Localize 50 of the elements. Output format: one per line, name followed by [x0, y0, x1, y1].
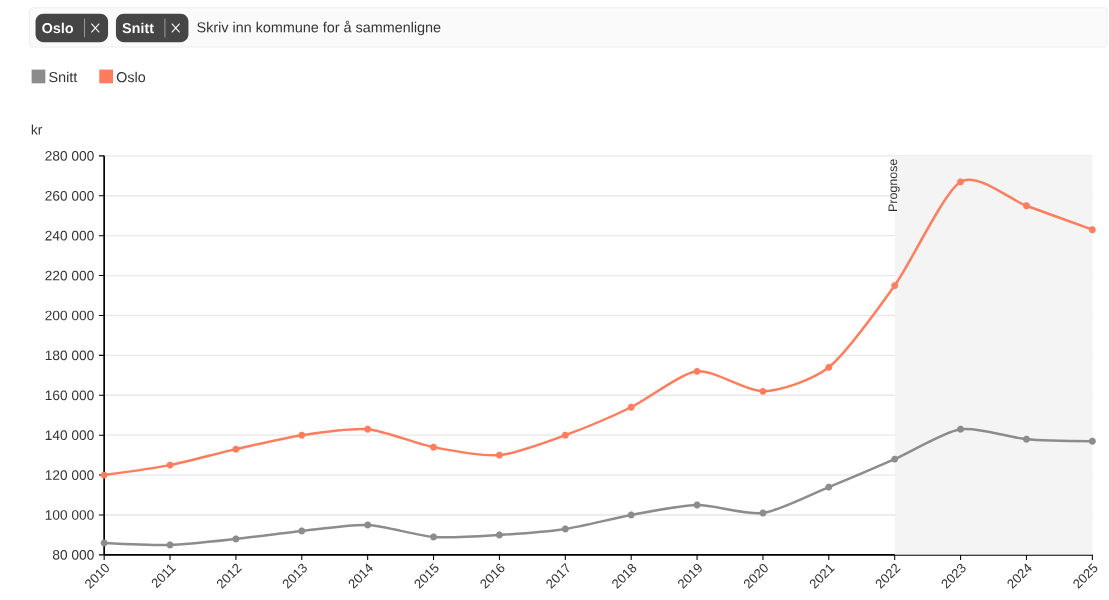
point	[957, 425, 965, 433]
point	[166, 541, 174, 549]
point	[364, 521, 372, 529]
y-tick-label: 280 000	[45, 151, 94, 161]
band-label: Prognose	[888, 159, 900, 211]
y-tick-label: 120 000	[45, 470, 94, 480]
y-tick-label: 180 000	[45, 350, 94, 361]
point	[100, 471, 108, 479]
point	[957, 178, 965, 186]
text: Oslo	[42, 22, 74, 34]
point	[627, 511, 635, 519]
point	[100, 539, 108, 547]
point	[232, 535, 240, 543]
point	[166, 461, 174, 469]
point	[1088, 437, 1096, 445]
y-tick-label: 140 000	[45, 430, 94, 441]
point	[825, 483, 833, 491]
legend-label: Oslo	[116, 71, 146, 83]
point	[825, 363, 833, 371]
legend-label: Snitt	[49, 71, 78, 83]
point	[891, 282, 899, 290]
point	[693, 367, 701, 375]
point	[232, 445, 240, 453]
point	[298, 431, 306, 439]
point	[627, 403, 635, 411]
point	[495, 451, 503, 459]
point	[1022, 202, 1030, 210]
point	[1022, 435, 1030, 443]
y-tick-label: 160 000	[45, 390, 94, 401]
y-tick-label: 260 000	[45, 190, 94, 201]
point	[891, 455, 899, 463]
point	[298, 527, 306, 535]
point	[430, 443, 438, 451]
point	[561, 525, 569, 533]
text: Snitt	[122, 22, 154, 34]
y-tick-label: 240 000	[45, 230, 94, 241]
point	[561, 431, 569, 439]
point	[364, 425, 372, 433]
point	[495, 531, 503, 539]
y-tick-label: 220 000	[45, 270, 94, 281]
point	[1088, 226, 1096, 234]
point	[693, 501, 701, 509]
text: Skriv inn kommune for å sammenligne	[197, 20, 441, 36]
point	[430, 533, 438, 541]
y-tick-label: 100 000	[45, 510, 94, 520]
y-tick-label: 200 000	[45, 310, 94, 321]
point	[759, 509, 767, 517]
y-axis-title: kr	[31, 124, 43, 135]
y-tick-label: 80 000	[52, 550, 94, 560]
point	[759, 387, 767, 395]
